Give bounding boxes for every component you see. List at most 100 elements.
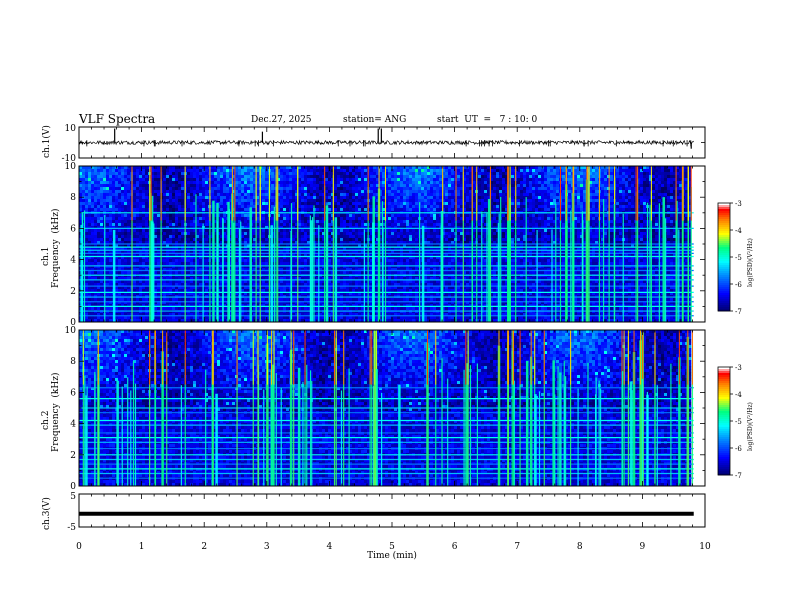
spec1-cell	[97, 220, 101, 224]
spec1-cell	[298, 199, 302, 203]
spec1-cell	[304, 178, 308, 182]
spec1-cell	[94, 178, 98, 182]
spec1-cell	[85, 244, 89, 248]
spec1-cell	[313, 268, 317, 272]
spec1-cell	[262, 238, 266, 242]
spec1-cell	[310, 175, 314, 179]
spec1-cell	[190, 247, 194, 251]
spec1-cell	[181, 205, 185, 209]
spec1-cell	[220, 205, 224, 209]
spec1-cell	[307, 208, 311, 212]
spec1-cell	[244, 223, 248, 227]
spec1-cell	[340, 268, 344, 272]
spec1-cell	[94, 199, 98, 203]
spec1-cell	[241, 289, 245, 293]
spec1-cell	[169, 205, 173, 209]
spec1-cell	[172, 313, 176, 317]
spec1-cell	[301, 313, 305, 317]
spec1-cell	[349, 292, 353, 296]
spec1-cell	[199, 226, 203, 230]
spec1-cell	[223, 298, 227, 302]
spec1-cell	[253, 187, 257, 191]
spec1-cell	[307, 181, 311, 185]
spec1-cell	[349, 208, 353, 212]
spec1-cell	[313, 277, 317, 281]
spec1-cell	[319, 214, 323, 218]
spec1-cell	[247, 280, 251, 284]
spec1-cell	[343, 289, 347, 293]
spec1-cell	[355, 304, 359, 308]
spec1-cell	[286, 196, 290, 200]
spec1-cell	[169, 235, 173, 239]
spec1-cell	[124, 241, 128, 245]
spec1-cell	[112, 223, 116, 227]
spec1-cell	[196, 223, 200, 227]
spec1-cell	[196, 247, 200, 251]
spec1-cell	[82, 304, 86, 308]
spec1-cell	[346, 229, 350, 233]
spec1-cell	[346, 202, 350, 206]
spec1-cell	[169, 319, 173, 323]
spec1-cell	[85, 289, 89, 293]
spec1-cell	[286, 175, 290, 179]
spec1-cell	[295, 289, 299, 293]
spec1-cell	[256, 253, 260, 257]
spec1-cell	[223, 187, 227, 191]
spec1-cell	[253, 214, 257, 218]
spec1-cell	[292, 256, 296, 260]
spec1-cell	[166, 226, 170, 230]
spec1-cell	[343, 217, 347, 221]
spec1-cell	[304, 286, 308, 290]
spec1-cell	[292, 208, 296, 212]
spec1-cell	[94, 289, 98, 293]
spec1-cell	[244, 199, 248, 203]
spec1-cell	[190, 253, 194, 257]
spec1-cell	[178, 316, 182, 320]
spec1-cell	[220, 208, 224, 212]
spec1-cell	[238, 166, 242, 170]
spec1-cell	[304, 289, 308, 293]
spec1-cell	[322, 319, 326, 323]
spec1-cell	[319, 169, 323, 173]
spec1-cell	[190, 271, 194, 275]
spec1-cell	[343, 271, 347, 275]
spec1-cell	[85, 181, 89, 185]
spec1-cell	[214, 226, 218, 230]
spec1-cell	[133, 202, 137, 206]
spec1-cell	[349, 301, 353, 305]
spec1-cell	[304, 226, 308, 230]
spec1-cell	[229, 256, 233, 260]
spec1-cell	[280, 169, 284, 173]
spec1-cell	[97, 202, 101, 206]
spec1-cell	[121, 265, 125, 269]
spec1-cell	[295, 169, 299, 173]
spec1-cell	[223, 301, 227, 305]
spec1-cell	[355, 244, 359, 248]
spec1-cell	[316, 181, 320, 185]
spec1-cell	[283, 259, 287, 263]
spec1-cell	[91, 259, 95, 263]
spec1-cell	[214, 289, 218, 293]
spec1-cell	[178, 193, 182, 197]
spec1-cell	[175, 226, 179, 230]
spec1-cell	[85, 253, 89, 257]
spec1-cell	[118, 304, 122, 308]
spec1-cell	[241, 196, 245, 200]
spec1-cell	[91, 187, 95, 191]
spec1-cell	[220, 265, 224, 269]
spec1-cell	[280, 301, 284, 305]
spec1-cell	[214, 169, 218, 173]
spec1-cell	[136, 286, 140, 290]
spec1-cell	[322, 301, 326, 305]
spec1-cell	[223, 277, 227, 281]
spec1-cell	[253, 235, 257, 239]
spec1-cell	[232, 175, 236, 179]
spec1-cell	[355, 289, 359, 293]
spec1-cell	[190, 169, 194, 173]
spec1-cell	[136, 262, 140, 266]
spec1-cell	[196, 259, 200, 263]
spec1-cell	[352, 283, 356, 287]
spec1-cell	[298, 205, 302, 209]
spec1-cell	[301, 178, 305, 182]
spec1-cell	[229, 268, 233, 272]
